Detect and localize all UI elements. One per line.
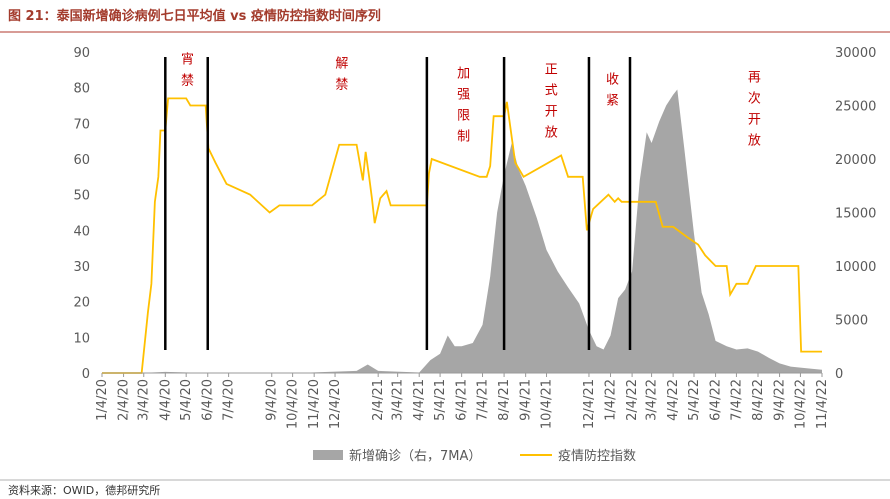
y-tick-label: 60 (73, 153, 90, 168)
x-tick-label: 1/4/22 (604, 379, 619, 421)
x-tick-label: 2/4/21 (371, 379, 386, 421)
x-tick-label: 8/4/22 (751, 379, 766, 421)
y-tick-label: 80 (73, 82, 90, 97)
x-tick-label: 9/4/22 (773, 379, 788, 421)
annotation: 加强限制 (454, 66, 470, 150)
y-tick-label: 40 (73, 224, 90, 239)
x-tick-label: 10/4/20 (286, 379, 301, 429)
x-tick-label: 5/4/20 (179, 379, 194, 421)
y-tick-label: 90 (73, 46, 90, 61)
y2-tick-label: 5000 (835, 314, 868, 329)
x-tick-label: 4/4/20 (158, 379, 173, 421)
y2-tick-label: 20000 (835, 153, 876, 168)
source: 资料来源：OWID，德邦研究所 (8, 483, 160, 497)
x-tick-label: 11/4/20 (307, 379, 322, 429)
y2-tick-label: 15000 (835, 207, 876, 222)
x-tick-label: 7/4/21 (476, 379, 491, 421)
y2-tick-label: 0 (835, 367, 843, 382)
x-tick-label: 4/4/22 (666, 379, 681, 421)
x-tick-label: 6/4/20 (201, 379, 216, 421)
annotation: 正式开放 (542, 62, 558, 146)
index-line (102, 97, 822, 374)
legend-swatch (313, 450, 343, 460)
y-tick-label: 10 (73, 331, 90, 346)
chart-title: 图 21：泰国新增确诊病例七日平均值 vs 疫情防控指数时间序列 (8, 8, 381, 24)
y-tick-label: 20 (73, 296, 90, 311)
annotation: 宵禁 (178, 51, 194, 94)
x-tick-label: 7/4/22 (729, 379, 744, 421)
x-tick-label: 6/4/22 (709, 379, 724, 421)
x-tick-label: 2/4/22 (625, 379, 640, 421)
y2-tick-label: 25000 (835, 100, 876, 115)
x-tick-label: 5/4/21 (433, 379, 448, 421)
x-tick-label: 8/4/21 (497, 379, 512, 421)
annotation: 收紧 (603, 72, 619, 114)
x-tick-label: 9/4/20 (265, 379, 280, 421)
x-tick-label: 3/4/22 (645, 379, 660, 421)
annotation: 再次开放 (745, 70, 761, 154)
legend-label: 疫情防控指数 (558, 448, 636, 464)
x-tick-label: 12/4/21 (582, 379, 597, 429)
y2-tick-label: 10000 (835, 260, 876, 275)
x-tick-label: 9/4/21 (519, 379, 534, 421)
x-tick-label: 7/4/20 (222, 379, 237, 421)
cases-area (102, 89, 822, 373)
x-tick-label: 5/4/22 (687, 379, 702, 421)
x-tick-label: 10/4/22 (793, 379, 808, 429)
y-tick-label: 50 (73, 189, 90, 204)
x-tick-label: 4/4/21 (412, 379, 427, 421)
x-tick-label: 12/4/20 (328, 379, 343, 429)
x-tick-label: 3/4/21 (391, 379, 406, 421)
y-tick-label: 70 (73, 117, 90, 132)
x-tick-label: 3/4/20 (137, 379, 152, 421)
annotation: 解禁 (332, 56, 348, 98)
x-tick-label: 10/4/21 (540, 379, 555, 429)
y2-tick-label: 30000 (835, 46, 876, 61)
y-tick-label: 0 (82, 367, 90, 382)
x-tick-label: 2/4/20 (117, 379, 132, 421)
x-tick-label: 6/4/21 (455, 379, 470, 421)
x-tick-label: 11/4/22 (815, 379, 830, 429)
y-tick-label: 30 (73, 260, 90, 275)
x-tick-label: 1/4/20 (95, 379, 110, 421)
legend-label: 新增确诊（右，7MA） (349, 448, 481, 464)
